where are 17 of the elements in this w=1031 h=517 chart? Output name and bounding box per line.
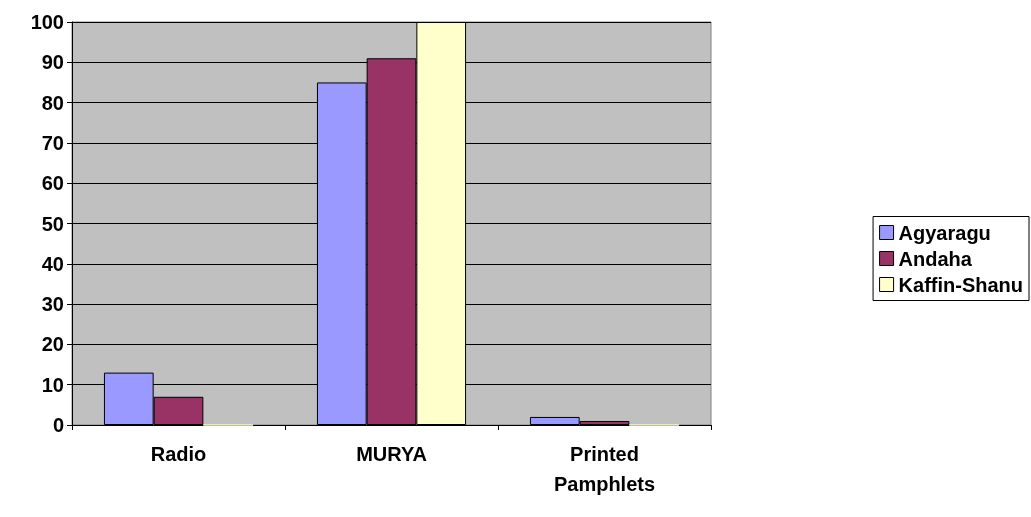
y-tick-label: 40 xyxy=(41,252,64,275)
y-tick-label: 10 xyxy=(41,373,64,396)
legend-label: Kaffin-Shanu xyxy=(898,273,1023,296)
y-tick-label: 70 xyxy=(41,131,64,154)
y-tick-label: 30 xyxy=(41,293,64,316)
x-tick-label: Printed Pamphlets xyxy=(553,443,656,495)
x-tick-label: MURYA xyxy=(356,443,427,465)
y-tick-label: 90 xyxy=(41,51,64,74)
y-tick-label: 100 xyxy=(30,11,64,33)
y-tick-label: 80 xyxy=(41,91,64,114)
y-tick-label: 50 xyxy=(41,212,64,235)
legend-label: Andaha xyxy=(898,247,973,270)
y-tick-label: 60 xyxy=(41,172,64,195)
y-tick-label: 20 xyxy=(41,333,64,356)
x-tick-label: Radio xyxy=(150,443,207,465)
legend-label: Agyaragu xyxy=(898,221,991,244)
y-tick-label: 0 xyxy=(52,414,64,436)
